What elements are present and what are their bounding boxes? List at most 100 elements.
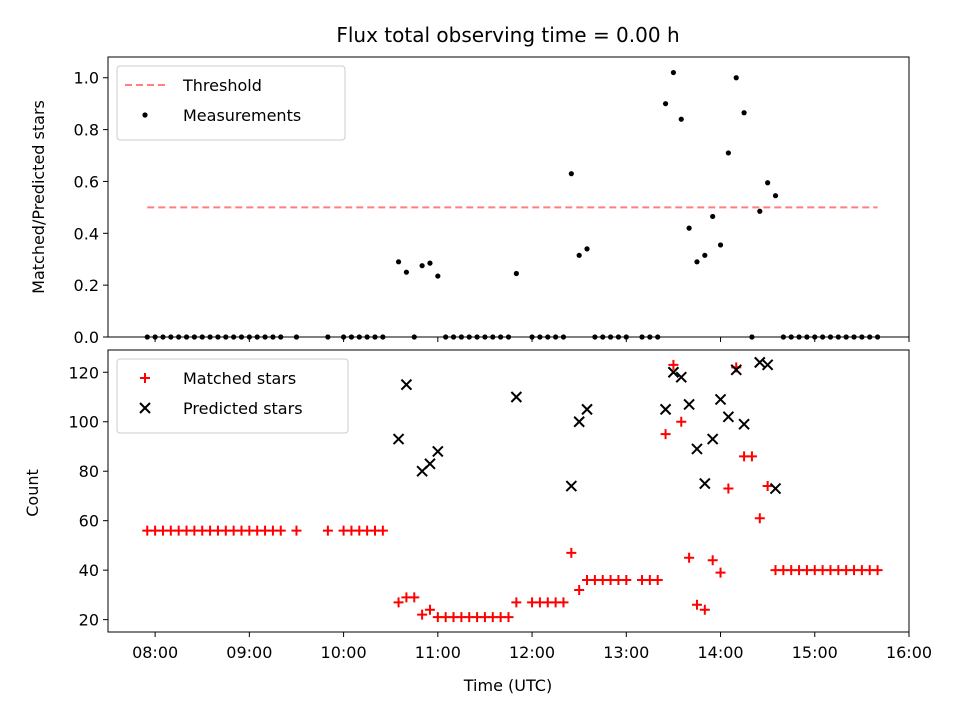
top-y-tick-label: 0.8 [74, 121, 99, 140]
measurement-point [717, 242, 724, 248]
bottom-legend [116, 358, 349, 434]
measurement-point [458, 334, 464, 340]
measurement-point [874, 334, 881, 340]
measurement-point [765, 180, 771, 186]
predicted-stars-point [730, 364, 742, 376]
measurement-point [796, 334, 802, 340]
measurement-point [537, 334, 543, 340]
measurement-point [152, 334, 158, 340]
x-tick-label: 14:00 [697, 643, 743, 662]
measurement-point [694, 259, 700, 265]
measurement-point [498, 334, 504, 340]
measurement-point [427, 260, 433, 266]
measurement-point [560, 334, 567, 340]
matched-stars-point [503, 612, 514, 623]
matched-stars-point [676, 416, 687, 427]
predicted-stars-point [754, 356, 766, 369]
measurement-point [600, 334, 606, 340]
predicted-stars-point [400, 378, 413, 391]
measurement-point [843, 334, 849, 340]
measurement-point [340, 334, 347, 340]
series-measurements [144, 69, 881, 340]
measurement-point [364, 334, 370, 340]
measurement-point [254, 334, 260, 340]
measurement-point [607, 334, 614, 340]
measurement-point [183, 334, 190, 340]
bottom-y-tick-label: 60 [79, 512, 99, 531]
measurement-point [623, 334, 629, 340]
measurement-point [749, 334, 755, 340]
measurement-point [553, 334, 559, 340]
measurement-point [788, 334, 794, 340]
bottom-y-tick-label: 80 [79, 462, 99, 481]
matched-stars-point [377, 525, 388, 536]
legend-label: Measurements [183, 106, 301, 125]
matched-stars-point [424, 604, 435, 615]
matched-stars-point [417, 609, 428, 620]
measurement-point [780, 334, 786, 340]
predicted-stars-point [769, 482, 782, 495]
measurement-point [592, 334, 598, 340]
measurement-point [482, 334, 488, 340]
x-axis-label: Time (UTC) [463, 676, 552, 695]
measurement-point [474, 334, 480, 340]
x-tick-label: 08:00 [132, 643, 178, 662]
legend-predicted-swatch [139, 402, 151, 414]
predicted-stars-point [565, 480, 578, 492]
measurement-point [576, 252, 582, 258]
matched-stars-point [707, 555, 718, 566]
measurement-point [545, 334, 551, 340]
predicted-stars-point [722, 411, 735, 423]
measurement-point [647, 334, 653, 340]
measurement-point [568, 171, 574, 177]
measurement-point [176, 334, 182, 340]
matched-stars-point [684, 552, 695, 563]
predicted-stars-point [706, 433, 719, 445]
measurement-point [199, 334, 205, 340]
measurement-point [867, 334, 873, 340]
measurement-point [372, 334, 378, 340]
legend-measurement-swatch [142, 112, 148, 118]
measurement-point [231, 334, 237, 340]
measurement-point [835, 334, 841, 340]
measurement-point [804, 334, 810, 340]
measurement-point [356, 334, 362, 340]
measurement-point [238, 334, 245, 340]
matched-stars-point [275, 525, 286, 536]
predicted-stars-point [432, 445, 444, 458]
measurement-point [662, 101, 669, 107]
matched-stars-point [291, 525, 302, 536]
matched-stars-point [872, 565, 883, 576]
legend-label: Matched stars [183, 369, 296, 388]
matched-stars-point [746, 451, 757, 462]
legend-label: Predicted stars [183, 399, 303, 418]
x-tick-label: 10:00 [321, 643, 367, 662]
matched-stars-point [668, 359, 679, 370]
measurement-point [348, 334, 355, 340]
matched-stars-point [660, 429, 671, 440]
measurement-point [741, 110, 747, 116]
top-y-tick-label: 0.6 [74, 172, 99, 191]
matched-stars-point [621, 575, 632, 586]
matched-stars-point [558, 597, 569, 608]
matched-stars-point [393, 597, 404, 608]
series-predicted-stars [392, 356, 782, 495]
predicted-stars-point [738, 418, 750, 430]
bottom-y-tick-label: 120 [68, 363, 99, 382]
measurement-point [655, 334, 661, 340]
measurement-point [733, 75, 739, 81]
measurement-point [827, 334, 834, 340]
measurement-point [160, 334, 166, 340]
measurement-point [223, 334, 229, 340]
measurement-point [191, 334, 197, 340]
measurement-point [215, 334, 221, 340]
x-tick-label: 09:00 [226, 643, 272, 662]
bottom-panel: 20 40 60 80 100 120 08:00 09:00 10:00 11:00 12:00 1… [68, 349, 932, 662]
measurement-point [466, 334, 472, 340]
measurement-point [772, 193, 779, 199]
measurement-point [670, 69, 677, 76]
measurement-point [702, 252, 708, 258]
predicted-stars-point [392, 433, 405, 445]
top-legend [116, 65, 346, 141]
x-tick-label: 16:00 [886, 643, 932, 662]
